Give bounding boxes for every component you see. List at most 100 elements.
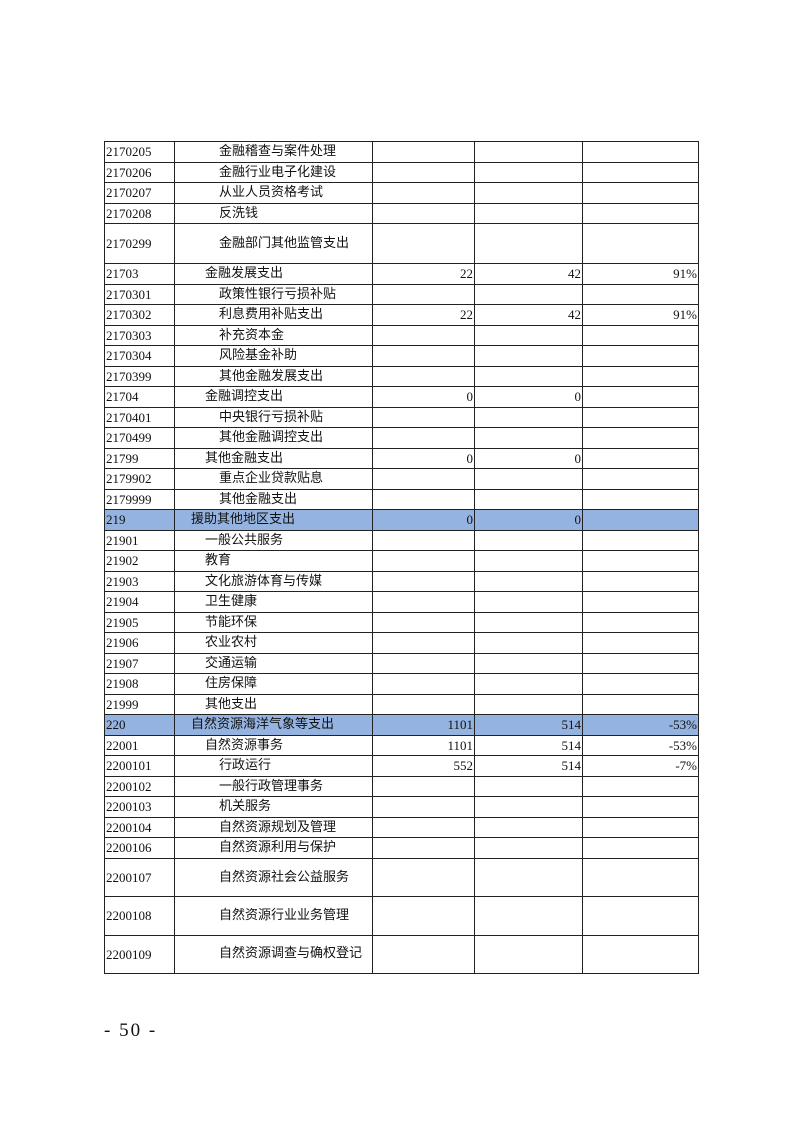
- row-name: 自然资源规划及管理: [174, 816, 373, 838]
- table-row: 21908 住房保障: [104, 673, 699, 695]
- value-col-2: [474, 529, 583, 551]
- row-code: 2170301: [104, 283, 175, 305]
- change-percent: [582, 796, 699, 818]
- change-percent: [582, 468, 699, 490]
- value-col-1: [372, 488, 475, 510]
- table-row: 2170301 政策性银行亏损补贴: [104, 283, 699, 305]
- value-col-2: [474, 324, 583, 346]
- value-col-2: [474, 934, 583, 974]
- table-row: 22001 自然资源事务 1101 514 -53%: [104, 734, 699, 756]
- table-row: 21704 金融调控支出 0 0: [104, 386, 699, 408]
- table-row: 21799 其他金融支出 0 0: [104, 447, 699, 469]
- value-col-2: [474, 468, 583, 490]
- row-name: 自然资源事务: [174, 734, 373, 756]
- value-col-1: 22: [372, 304, 475, 326]
- row-code: 21906: [104, 632, 175, 654]
- row-name: 政策性银行亏损补贴: [174, 283, 373, 305]
- row-name: 农业农村: [174, 632, 373, 654]
- table-row: 2170401 中央银行亏损补贴: [104, 406, 699, 428]
- change-percent: [582, 427, 699, 449]
- row-code: 2170206: [104, 161, 175, 183]
- row-name: 自然资源调查与确权登记: [174, 934, 373, 974]
- change-percent: [582, 406, 699, 428]
- row-name: 节能环保: [174, 611, 373, 633]
- row-name: 从业人员资格考试: [174, 182, 373, 204]
- change-percent: [582, 447, 699, 469]
- value-col-2: 0: [474, 386, 583, 408]
- value-col-1: [372, 324, 475, 346]
- change-percent: [582, 550, 699, 572]
- row-code: 21908: [104, 673, 175, 695]
- value-col-1: [372, 182, 475, 204]
- value-col-2: [474, 283, 583, 305]
- value-col-1: 552: [372, 755, 475, 777]
- value-col-1: [372, 570, 475, 592]
- table-row: 21904 卫生健康: [104, 591, 699, 613]
- row-name: 自然资源利用与保护: [174, 837, 373, 859]
- value-col-2: [474, 632, 583, 654]
- row-name: 教育: [174, 550, 373, 572]
- row-code: 2179999: [104, 488, 175, 510]
- value-col-2: [474, 775, 583, 797]
- value-col-1: 22: [372, 263, 475, 285]
- value-col-1: [372, 816, 475, 838]
- change-percent: [582, 386, 699, 408]
- row-name: 其他支出: [174, 693, 373, 715]
- value-col-2: [474, 345, 583, 367]
- table-row: 2200103 机关服务: [104, 796, 699, 818]
- value-col-2: [474, 223, 583, 264]
- value-col-1: [372, 223, 475, 264]
- value-col-2: [474, 673, 583, 695]
- row-code: 2170208: [104, 202, 175, 224]
- row-name: 自然资源海洋气象等支出: [174, 714, 373, 736]
- row-code: 2170205: [104, 141, 175, 163]
- row-name: 住房保障: [174, 673, 373, 695]
- value-col-2: [474, 365, 583, 387]
- row-name: 机关服务: [174, 796, 373, 818]
- value-col-2: [474, 141, 583, 163]
- value-col-2: [474, 611, 583, 633]
- row-code: 2200108: [104, 896, 175, 936]
- change-percent: -53%: [582, 734, 699, 756]
- row-code: 21902: [104, 550, 175, 572]
- row-name: 自然资源行业业务管理: [174, 896, 373, 936]
- row-code: 21999: [104, 693, 175, 715]
- row-code: 21703: [104, 263, 175, 285]
- table-row: 21903 文化旅游体育与传媒: [104, 570, 699, 592]
- table-row: 2170303 补充资本金: [104, 324, 699, 346]
- row-code: 2200106: [104, 837, 175, 859]
- table-row: 2170208 反洗钱: [104, 202, 699, 224]
- row-name: 其他金融支出: [174, 447, 373, 469]
- row-code: 2179902: [104, 468, 175, 490]
- row-name: 自然资源社会公益服务: [174, 857, 373, 897]
- table-row: 2200106 自然资源利用与保护: [104, 837, 699, 859]
- row-code: 21905: [104, 611, 175, 633]
- value-col-1: [372, 345, 475, 367]
- value-col-1: 0: [372, 509, 475, 531]
- row-code: 2200103: [104, 796, 175, 818]
- row-name: 重点企业贷款贴息: [174, 468, 373, 490]
- table-row: 2170206 金融行业电子化建设: [104, 161, 699, 183]
- value-col-1: [372, 775, 475, 797]
- value-col-1: [372, 591, 475, 613]
- table-row: 21902 教育: [104, 550, 699, 572]
- row-name: 一般公共服务: [174, 529, 373, 551]
- row-code: 219: [104, 509, 175, 531]
- row-code: 2170304: [104, 345, 175, 367]
- row-code: 2170207: [104, 182, 175, 204]
- change-percent: [582, 345, 699, 367]
- value-col-2: [474, 652, 583, 674]
- row-code: 2200101: [104, 755, 175, 777]
- table-row: 21703 金融发展支出 22 42 91%: [104, 263, 699, 285]
- value-col-1: [372, 202, 475, 224]
- row-code: 21907: [104, 652, 175, 674]
- value-col-2: [474, 550, 583, 572]
- row-name: 金融调控支出: [174, 386, 373, 408]
- row-name: 反洗钱: [174, 202, 373, 224]
- table-row: 21907 交通运输: [104, 652, 699, 674]
- row-name: 利息费用补贴支出: [174, 304, 373, 326]
- change-percent: [582, 591, 699, 613]
- value-col-1: [372, 141, 475, 163]
- change-percent: [582, 182, 699, 204]
- change-percent: [582, 837, 699, 859]
